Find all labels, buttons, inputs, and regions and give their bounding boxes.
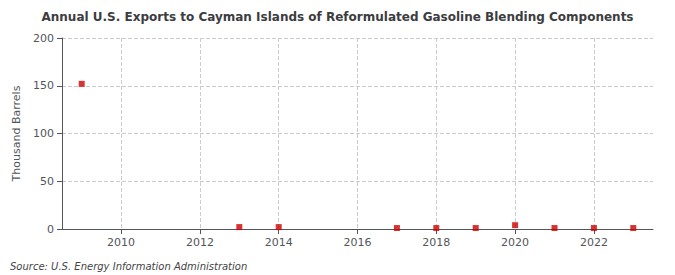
svg-text:100: 100 bbox=[33, 127, 54, 140]
svg-text:200: 200 bbox=[33, 32, 54, 45]
svg-text:2022: 2022 bbox=[580, 236, 608, 249]
svg-text:0: 0 bbox=[47, 223, 54, 236]
svg-text:2010: 2010 bbox=[107, 236, 135, 249]
svg-text:Thousand Barrels: Thousand Barrels bbox=[10, 85, 23, 182]
svg-text:2014: 2014 bbox=[265, 236, 293, 249]
svg-text:150: 150 bbox=[33, 79, 54, 92]
svg-text:2016: 2016 bbox=[344, 236, 372, 249]
svg-text:2018: 2018 bbox=[422, 236, 450, 249]
svg-text:Source: U.S. Energy Informatio: Source: U.S. Energy Information Administ… bbox=[10, 261, 247, 272]
svg-text:50: 50 bbox=[40, 175, 54, 188]
svg-text:2012: 2012 bbox=[186, 236, 214, 249]
svg-text:2020: 2020 bbox=[501, 236, 529, 249]
svg-text:Annual U.S. Exports to Cayman: Annual U.S. Exports to Cayman Islands of… bbox=[41, 10, 633, 24]
